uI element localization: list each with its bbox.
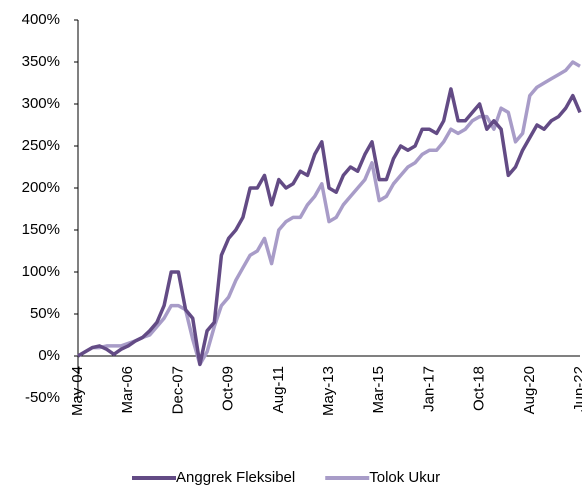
- legend-label: Anggrek Fleksibel: [176, 469, 295, 486]
- x-tick-label: Mar-15: [370, 366, 387, 414]
- y-tick-label: 0%: [38, 347, 60, 364]
- y-tick-label: 50%: [30, 305, 60, 322]
- x-tick-label: Oct-09: [220, 366, 237, 411]
- y-tick-label: -50%: [25, 389, 60, 406]
- y-tick-label: 100%: [22, 263, 60, 280]
- y-tick-label: 150%: [22, 221, 60, 238]
- legend-label: Tolok Ukur: [369, 469, 440, 486]
- y-tick-label: 300%: [22, 95, 60, 112]
- x-tick-label: Jan-17: [420, 366, 437, 412]
- x-tick-label: May-13: [320, 366, 337, 416]
- x-tick-label: Oct-18: [471, 366, 488, 411]
- x-tick-label: Dec-07: [169, 366, 186, 414]
- y-tick-label: 250%: [22, 137, 60, 154]
- x-tick-label: Mar-06: [119, 366, 136, 414]
- line-series: [77, 60, 581, 367]
- y-tick-label: 200%: [22, 179, 60, 196]
- x-tick-label: Jun-22: [571, 366, 582, 412]
- y-tick-label: 400%: [22, 11, 60, 28]
- y-tick-label: 350%: [22, 53, 60, 70]
- x-tick-label: Aug-20: [521, 366, 538, 414]
- line-series: [77, 87, 582, 367]
- x-tick-label: May-04: [69, 366, 86, 416]
- x-tick-label: Aug-11: [270, 366, 287, 413]
